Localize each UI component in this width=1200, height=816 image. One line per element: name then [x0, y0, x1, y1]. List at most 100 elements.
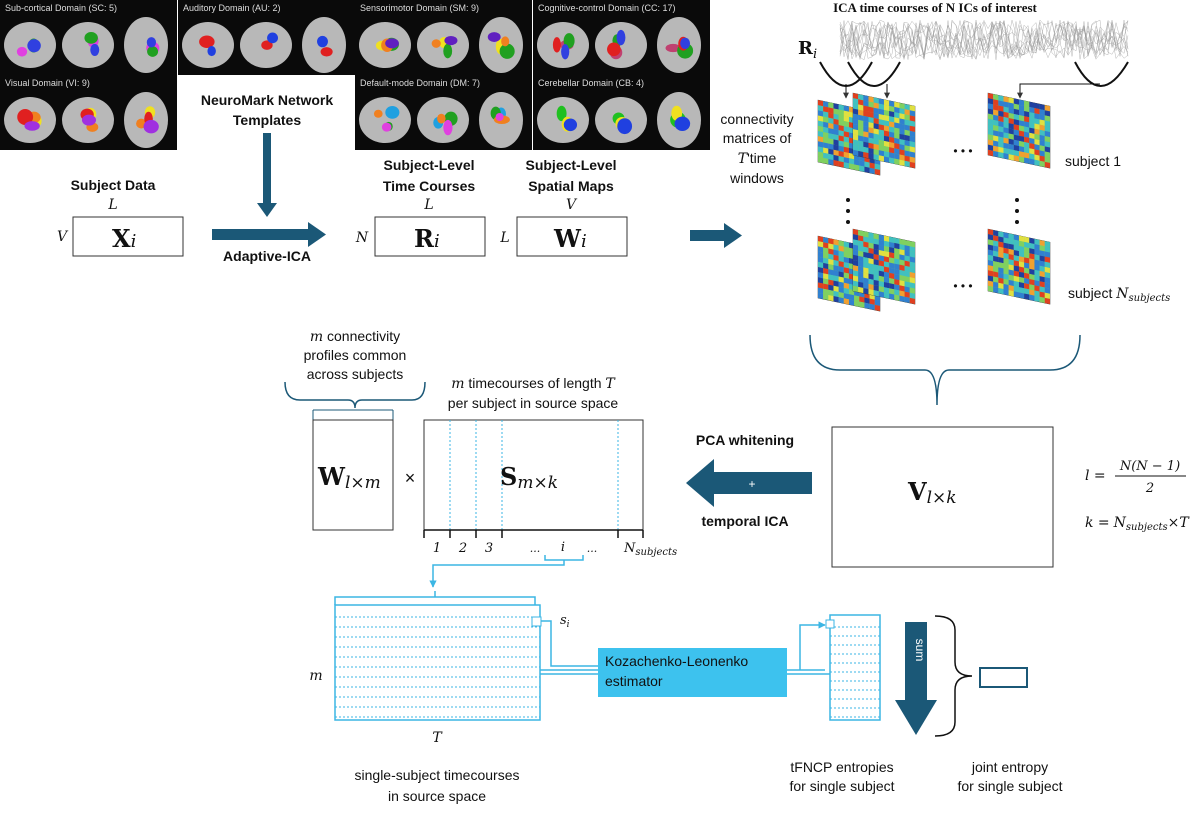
subject-1-label: subject 1 [1065, 153, 1121, 169]
profiles-brace [284, 381, 426, 409]
matrix-w-lm-label: Wl×m [317, 462, 381, 493]
rows-label: m [309, 668, 322, 684]
matrix-w-lm-box [312, 419, 394, 531]
subject-n-label: subject Nsubjects [1068, 285, 1170, 304]
time-series-line [839, 19, 1129, 61]
brain-panel: Visual Domain (VI: 9) [0, 75, 177, 150]
brain-network-blob [17, 109, 34, 125]
brain-network-blob [207, 45, 216, 57]
row-selector [531, 616, 542, 627]
caption: joint entropy [971, 759, 1048, 775]
svg-text:l =: l = [1085, 468, 1106, 484]
ellipsis: • • • [953, 279, 972, 293]
brain-network-blob [616, 29, 626, 46]
brain-network-blob [385, 38, 399, 49]
brain-panel: Sub-cortical Domain (SC: 5) [0, 0, 177, 75]
spatial-maps-label-2: Spatial Maps [528, 178, 614, 194]
dim-label: N [355, 230, 369, 246]
time-series-line [839, 19, 1129, 60]
time-series-line [839, 20, 1129, 60]
matrix-r-box [374, 216, 486, 257]
dim-label: V [57, 229, 69, 245]
connectivity-matrix [852, 92, 916, 169]
brain-panel-title: Auditory Domain (AU: 2) [183, 3, 281, 13]
brain-network-blob [317, 35, 328, 48]
time-series-line [839, 20, 1129, 59]
brain-network-blob [487, 32, 501, 42]
brain-network-blob [146, 37, 157, 48]
brain-network-blob [671, 105, 683, 121]
connectors [540, 621, 830, 675]
brain-network-blob [81, 114, 97, 126]
connectivity-matrix [852, 228, 916, 305]
svg-text:Nsubjects: Nsubjects [623, 541, 677, 558]
svg-text:N(N − 1): N(N − 1) [1119, 459, 1180, 474]
dim-label: V [566, 197, 578, 213]
brain-network-blob [499, 43, 515, 59]
time-series-line [839, 19, 1129, 60]
formula-k: k = Nsubjects×T [1085, 515, 1190, 533]
window-curves [819, 61, 1129, 99]
formula-l: l = N(N − 1) 2 [1085, 459, 1186, 496]
brain-panel: Auditory Domain (AU: 2) [178, 0, 355, 75]
brain-panel: Cognitive-control Domain (CC: 17) [533, 0, 710, 75]
brain-slice [359, 97, 411, 143]
adaptive-ica-arrow [212, 222, 326, 247]
ellipsis: • • • [953, 144, 972, 158]
brain-network-blob [495, 113, 504, 122]
ica-time-series [839, 19, 1129, 61]
brain-network-blob [444, 35, 458, 46]
matrix-s-box [423, 419, 644, 531]
brain-panel-title: Visual Domain (VI: 9) [5, 78, 90, 88]
brain-network-blob [373, 109, 383, 118]
adaptive-ica-label: Adaptive-ICA [223, 248, 311, 264]
pca-whitening-label: PCA whitening [696, 432, 794, 448]
connectivity-label-3: T'time [738, 150, 777, 167]
matrix-x-box [72, 216, 184, 257]
brain-network-blob [199, 35, 215, 48]
dim-label: L [107, 197, 117, 213]
connectivity-label: connectivity [720, 111, 793, 127]
left-arrow [686, 459, 812, 507]
brain-network-blob [561, 44, 570, 60]
timecourses-label-2: per subject in source space [448, 395, 619, 411]
profiles-label-2: profiles common [304, 347, 407, 363]
matrix-s-label: Sm×k [500, 462, 558, 493]
entropy-selector [825, 619, 835, 629]
brain-network-blob [90, 43, 100, 56]
time-series-line [839, 20, 1129, 61]
timecourses-label: m timecourses of length T [451, 375, 616, 392]
caption: in source space [388, 788, 486, 804]
temporal-ica-label: temporal ICA [701, 513, 788, 529]
svg-text:1: 1 [433, 541, 441, 556]
brain-network-blob [261, 40, 273, 50]
brain-network-blob [437, 113, 446, 124]
matrix-w-box [516, 216, 628, 257]
connectivity-matrix [987, 228, 1051, 305]
brain-network-blob [443, 43, 453, 59]
connectivity-label-4: windows [729, 170, 784, 186]
sum-label: sum [913, 639, 927, 662]
kl-estimator-box[interactable] [598, 648, 787, 697]
segment-axis [423, 529, 644, 538]
brain-network-blob [267, 32, 279, 44]
svg-text:...: ... [530, 542, 541, 555]
brain-panel: Sensorimotor Domain (SM: 9) [355, 0, 532, 75]
entropy-vector [829, 614, 881, 721]
brain-network-blob [147, 46, 159, 57]
brain-slice [62, 22, 114, 68]
brain-panel: Default-mode Domain (DM: 7) [355, 75, 532, 150]
brain-panel-title: Cerebellar Domain (CB: 4) [538, 78, 644, 88]
brain-network-blob [381, 122, 392, 132]
brain-panel-title: Cognitive-control Domain (CC: 17) [538, 3, 676, 13]
ica-title: ICA time courses of N ICs of interest [833, 0, 1037, 15]
time-series-line [839, 19, 1129, 60]
brain-network-blob [16, 46, 28, 57]
time-series-line [839, 19, 1129, 59]
dim-label: L [499, 230, 509, 246]
group-brace [809, 334, 1081, 406]
svg-text:...: ... [587, 542, 598, 555]
brain-slice [124, 17, 168, 73]
brain-network-blob [27, 39, 41, 53]
sum-brace [934, 615, 973, 737]
